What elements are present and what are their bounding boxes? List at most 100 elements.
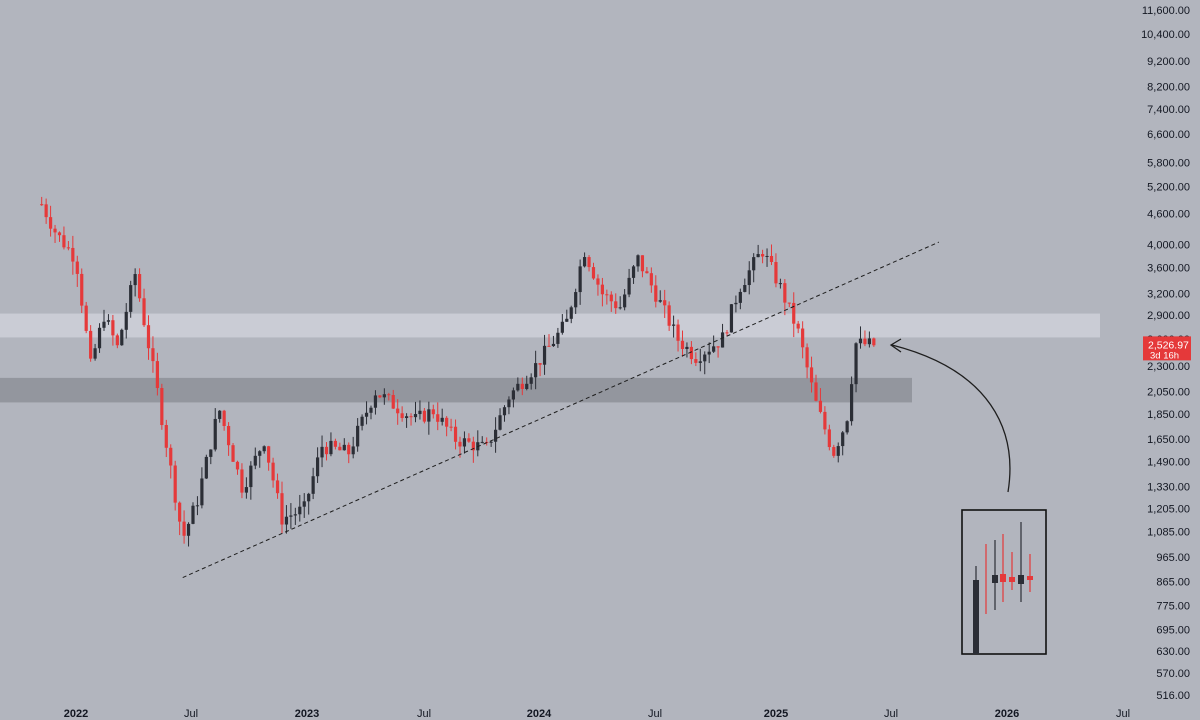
candle-body [338,446,342,451]
candle-body [213,418,217,450]
candle-body [373,395,378,408]
candle-body [106,320,111,322]
candle [173,460,177,511]
candle [569,305,573,324]
candle-body [151,348,155,362]
candle-body [658,300,662,302]
price-tick-label: 516.00 [1156,690,1190,702]
time-axis[interactable]: 2022 Jul 2023 Jul 2024 Jul 2025 Jul 2026 Jul [64,708,1130,720]
candle [267,445,271,471]
price-tick-label: 5,200.00 [1147,182,1190,194]
candle [40,196,44,206]
candle-body [93,348,97,359]
candle-body [849,384,854,422]
candle [636,254,640,272]
time-tick-label: Jul [417,708,431,720]
candles-layer [40,196,876,547]
candle-body [663,300,667,306]
candle [809,356,814,393]
candle-body [133,274,137,286]
price-tick-label: 10,400.00 [1141,29,1190,41]
candle [182,510,186,544]
candle [582,252,587,268]
price-tick-label: 775.00 [1156,600,1190,612]
candle-body [823,411,827,430]
candle [658,290,662,303]
candle-body [716,346,720,348]
candle [97,323,102,353]
candle-body [422,410,426,422]
candle-body [480,441,484,443]
candle-body [605,294,609,296]
candle [71,235,75,275]
candle [712,335,716,353]
candle-body [178,502,182,522]
candle [618,296,622,310]
candle [743,278,747,293]
candle [805,343,809,379]
candle [102,309,106,331]
candle [293,507,297,525]
candle [649,267,653,293]
candle [587,255,591,272]
candle-body [235,461,240,470]
candle-body [774,262,778,284]
candle-body [387,394,391,396]
candle [258,450,262,468]
candle [462,431,467,454]
candle [431,404,435,419]
price-axis[interactable]: 11,600.00 10,400.00 9,200.00 8,200.00 7,400.… [1141,5,1191,702]
inset-candle [1000,534,1006,602]
candle [858,326,863,349]
candle-body [680,340,685,350]
candle-body [502,407,507,416]
price-tick-label: 9,200.00 [1147,56,1190,68]
candle [694,352,698,367]
candle [235,460,240,475]
candle [315,447,320,483]
candle-body [516,383,520,391]
inset-candle-body [1009,577,1015,582]
candle [565,309,569,322]
candle-body [360,416,364,426]
candle-body [115,335,119,346]
candle-body [756,254,760,258]
candle [814,374,818,402]
candle-body [703,354,707,362]
candle [440,408,444,426]
candle [409,413,413,426]
candle-body [520,383,524,390]
candle-body [413,414,418,418]
inset-candle-body [992,575,998,583]
candle [195,496,200,516]
candle [680,330,685,357]
candle [609,291,613,312]
time-tick-label: Jul [884,708,898,720]
candle-body [565,318,569,322]
candle [449,418,453,432]
candle [818,388,823,414]
candle [756,244,760,258]
price-tick-label: 1,490.00 [1147,457,1190,469]
candle [351,436,355,459]
candle-body [89,330,93,359]
last-price-badge [1143,336,1191,361]
candle [663,289,667,318]
candle-body [734,302,738,305]
candle-body [725,332,729,334]
candle [747,261,751,295]
candle-body [173,465,177,503]
candle [591,262,596,280]
candle [734,295,738,313]
candle-body [137,274,142,299]
candle-body [320,446,324,458]
candle-body [445,417,449,427]
candle-body [160,388,164,426]
candle [867,331,871,348]
candle-body [707,351,711,355]
candle [396,399,400,425]
candle-body [667,305,671,326]
candle [654,275,658,308]
price-tick-label: 570.00 [1156,668,1190,680]
